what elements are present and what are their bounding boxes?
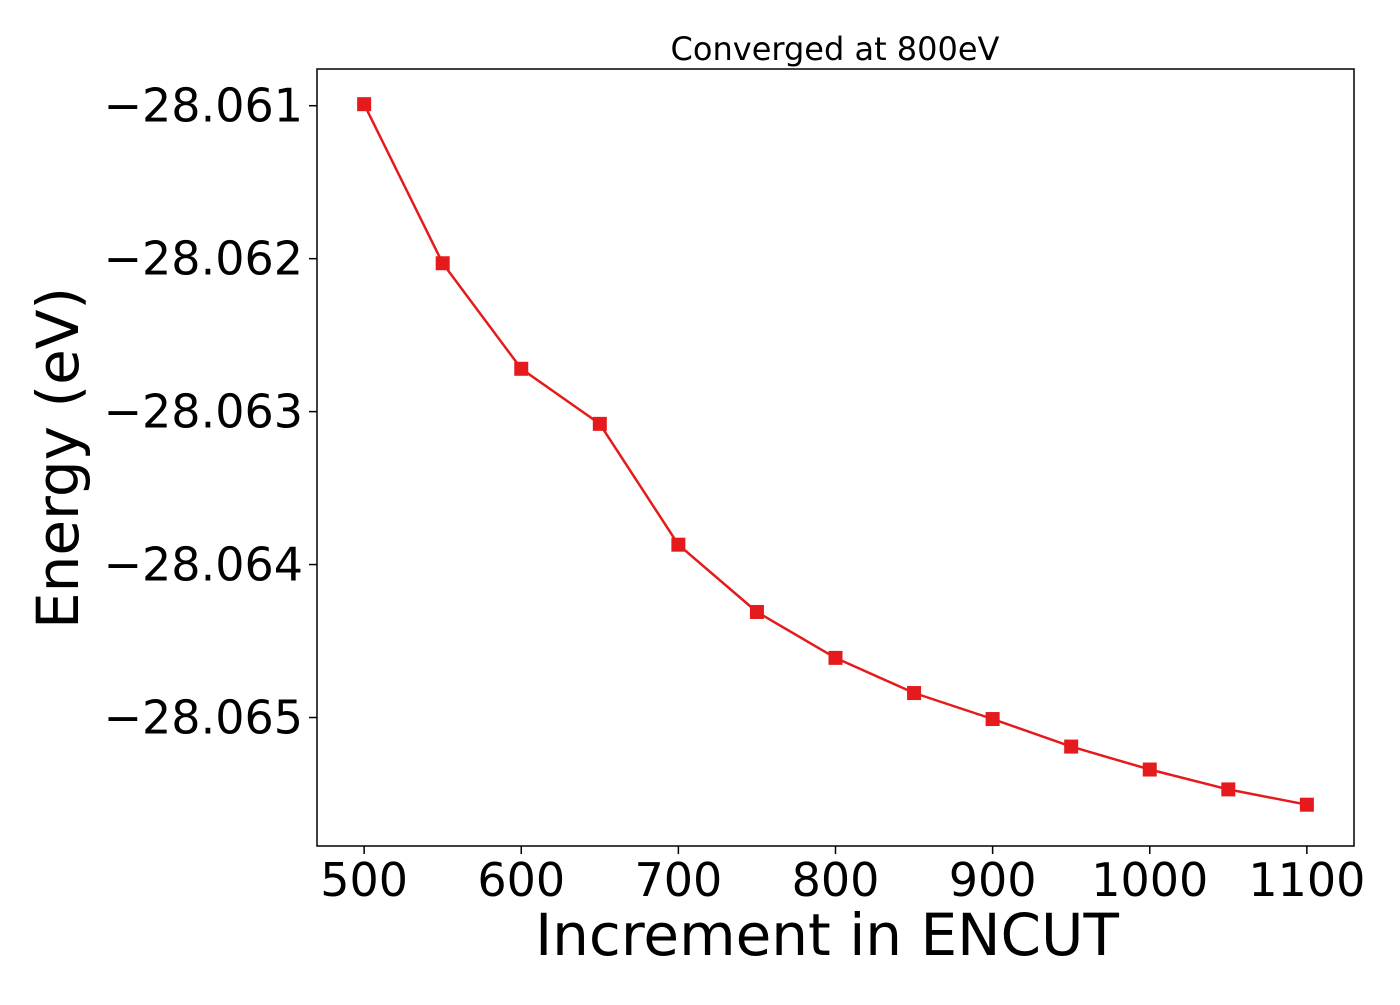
chart-title: Converged at 800eV bbox=[671, 30, 1000, 68]
x-axis-ticks: 500 600 700 800 900 1000 1100 bbox=[320, 846, 1365, 907]
y-tick-label: −28.063 bbox=[104, 385, 304, 439]
y-axis-title: Energy (eV) bbox=[24, 287, 92, 629]
x-tick-label: 700 bbox=[634, 853, 722, 907]
x-tick-label: 600 bbox=[477, 853, 565, 907]
x-axis-title: Increment in ENCUT bbox=[535, 901, 1119, 969]
data-point-marker bbox=[985, 712, 1000, 727]
x-tick-label: 1100 bbox=[1248, 853, 1365, 907]
data-point-marker bbox=[671, 537, 686, 552]
y-tick-label: −28.065 bbox=[104, 691, 304, 745]
data-point-marker bbox=[1142, 762, 1157, 777]
series-layer bbox=[357, 97, 1314, 812]
data-point-marker bbox=[828, 650, 843, 665]
data-point-marker bbox=[514, 361, 529, 376]
y-tick-label: −28.062 bbox=[104, 232, 304, 286]
x-tick-label: 500 bbox=[320, 853, 408, 907]
data-point-marker bbox=[435, 256, 450, 271]
data-point-marker bbox=[1064, 739, 1079, 754]
plot-area-frame bbox=[316, 68, 1355, 847]
data-point-marker bbox=[1299, 797, 1314, 812]
data-point-marker bbox=[749, 604, 764, 619]
x-tick-label: 800 bbox=[792, 853, 880, 907]
data-point-marker bbox=[357, 97, 372, 112]
y-tick-label: −28.064 bbox=[104, 538, 304, 592]
series-line bbox=[362, 103, 1308, 806]
x-tick-label: 900 bbox=[949, 853, 1037, 907]
data-point-marker bbox=[907, 686, 922, 701]
y-axis-ticks: −28.061 −28.062 −28.063 −28.064 −28.065 bbox=[104, 79, 317, 745]
data-point-marker bbox=[592, 416, 607, 431]
x-tick-label: 1000 bbox=[1091, 853, 1208, 907]
data-point-marker bbox=[1221, 782, 1236, 797]
y-tick-label: −28.061 bbox=[104, 79, 304, 133]
